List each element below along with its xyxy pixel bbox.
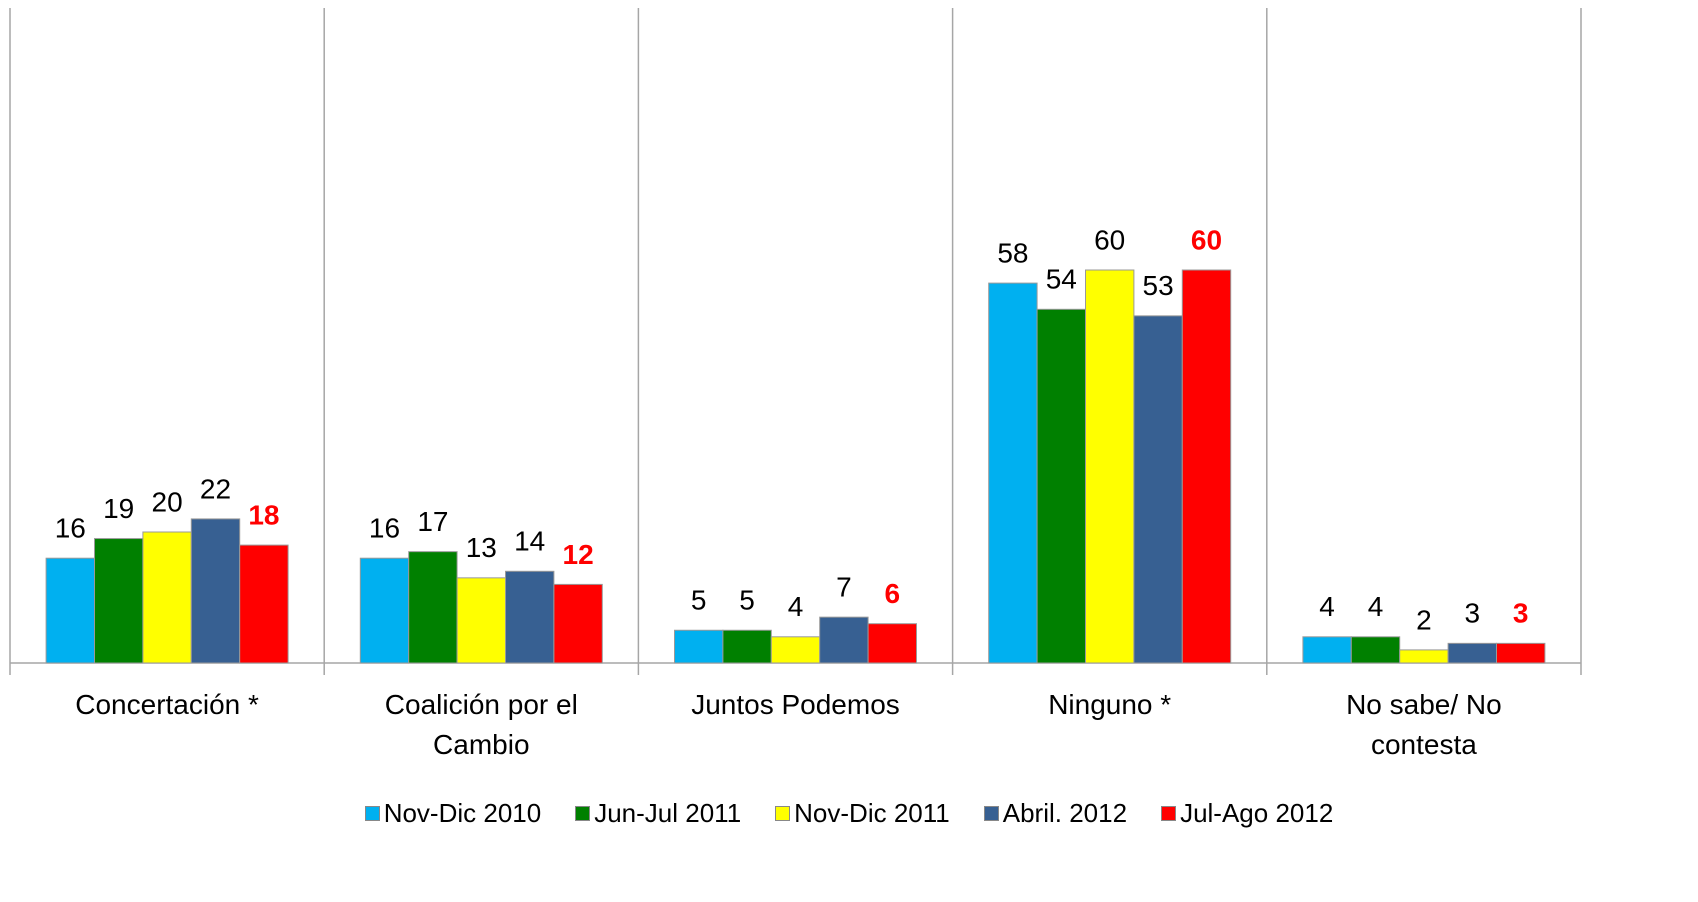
legend-item: Abril. 2012 — [983, 798, 1128, 829]
legend-label: Nov-Dic 2010 — [383, 798, 542, 828]
data-label: 53 — [1143, 270, 1174, 301]
data-label: 13 — [466, 532, 497, 563]
data-label: 6 — [885, 578, 901, 609]
data-label: 54 — [1046, 264, 1077, 295]
x-tick-label: Ninguno * — [1048, 689, 1172, 720]
bar — [1133, 315, 1183, 664]
bar — [239, 544, 289, 664]
bar — [45, 557, 95, 664]
data-label: 58 — [997, 237, 1028, 268]
legend-swatch — [575, 806, 591, 821]
bar — [1302, 636, 1352, 664]
x-tick-label: Concertación * — [75, 689, 259, 720]
data-label: 5 — [739, 585, 755, 616]
data-label: 18 — [248, 499, 279, 530]
data-label: 16 — [55, 513, 86, 544]
bar — [770, 636, 821, 664]
bar — [1350, 636, 1401, 664]
data-label: 4 — [788, 591, 804, 622]
bar — [1496, 642, 1546, 664]
x-tick-label: Coalición por el Cambio — [384, 689, 578, 760]
bar — [1085, 269, 1135, 664]
legend-item: Jun-Jul 2011 — [575, 798, 741, 829]
data-label: 12 — [563, 539, 594, 570]
bar — [553, 583, 603, 664]
data-label: 17 — [417, 506, 448, 537]
bar — [190, 518, 241, 664]
legend-swatch — [364, 806, 380, 821]
bar — [988, 282, 1038, 664]
data-label: 19 — [103, 493, 134, 524]
data-label: 5 — [691, 585, 707, 616]
bar — [1447, 642, 1497, 664]
data-label: 3 — [1513, 598, 1529, 629]
bar — [1036, 308, 1086, 664]
data-label: 4 — [1319, 591, 1335, 622]
legend-item: Nov-Dic 2010 — [364, 798, 542, 829]
data-label: 60 — [1094, 224, 1125, 255]
legend-swatch — [983, 806, 999, 821]
bar — [505, 570, 555, 664]
x-tick-label: No sabe/ No contesta — [1346, 689, 1502, 760]
bar — [142, 531, 192, 664]
legend-label: Jul-Ago 2012 — [1180, 798, 1334, 828]
bar — [359, 557, 410, 664]
legend-item: Nov-Dic 2011 — [775, 798, 950, 829]
data-label: 22 — [200, 473, 231, 504]
x-tick-label: Juntos Podemos — [691, 689, 900, 720]
bar — [674, 629, 724, 664]
bar — [94, 538, 144, 664]
data-label: 4 — [1368, 591, 1384, 622]
legend-item: Jul-Ago 2012 — [1161, 798, 1333, 829]
data-label: 14 — [514, 526, 545, 557]
data-label: 16 — [369, 513, 400, 544]
data-label: 3 — [1465, 598, 1481, 629]
bar — [408, 551, 458, 664]
legend-swatch — [775, 806, 791, 821]
bar — [456, 577, 507, 664]
legend: Nov-Dic 2010 Jun-Jul 2011 Nov-Dic 2011 Abri… — [0, 798, 1698, 829]
data-label: 60 — [1191, 224, 1222, 255]
legend-label: Abril. 2012 — [1002, 798, 1128, 828]
data-label: 2 — [1416, 604, 1432, 635]
bar — [1399, 649, 1449, 664]
bar — [867, 623, 917, 664]
legend-label: Jun-Jul 2011 — [594, 798, 742, 828]
bar — [1181, 269, 1232, 664]
data-label: 20 — [152, 486, 183, 517]
data-label: 7 — [836, 572, 852, 603]
legend-label: Nov-Dic 2011 — [794, 798, 950, 828]
bar — [722, 629, 772, 664]
legend-swatch — [1161, 806, 1177, 821]
bar — [819, 616, 869, 664]
